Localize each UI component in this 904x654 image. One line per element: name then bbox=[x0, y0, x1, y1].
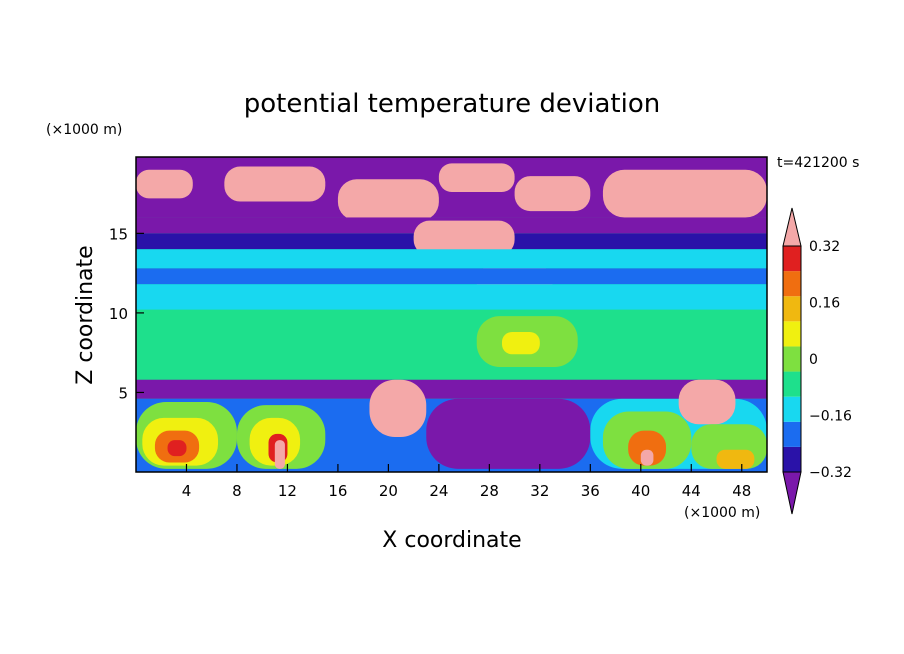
contour-field bbox=[136, 157, 767, 472]
contour-region bbox=[274, 440, 285, 469]
x-tick-label: 4 bbox=[182, 482, 192, 500]
x-tick-label: 32 bbox=[530, 482, 549, 500]
plot-frame bbox=[135, 156, 768, 473]
y-tick-label: 10 bbox=[109, 305, 128, 323]
colorbar-band bbox=[783, 296, 801, 322]
contour-region bbox=[628, 430, 667, 466]
x-axis-label: X coordinate bbox=[382, 528, 521, 553]
y-axis: 5 10 15 bbox=[109, 225, 144, 402]
contour-region bbox=[716, 449, 755, 469]
contour-region bbox=[224, 166, 326, 202]
x-tick-label: 36 bbox=[581, 482, 600, 500]
contour-region bbox=[136, 249, 767, 269]
colorbar-band bbox=[783, 321, 801, 347]
contour-region bbox=[640, 449, 654, 466]
x-tick-label: 20 bbox=[379, 482, 398, 500]
contour-region bbox=[136, 268, 767, 285]
colorbar-max-triangle bbox=[782, 207, 802, 247]
colorbar-frame bbox=[782, 245, 802, 473]
chart-title: potential temperature deviation bbox=[244, 89, 660, 119]
contour-region bbox=[501, 332, 540, 355]
contour-region bbox=[514, 176, 591, 212]
x-tick-label: 16 bbox=[328, 482, 347, 500]
contour-region bbox=[136, 309, 767, 377]
x-tick-label: 48 bbox=[732, 482, 751, 500]
contour-region bbox=[337, 179, 439, 221]
contour-region bbox=[167, 440, 187, 457]
time-label: t=421200 s bbox=[777, 155, 859, 171]
colorbar-tick-label: 0 bbox=[809, 352, 818, 368]
colorbar-tick-label: −0.32 bbox=[809, 465, 852, 481]
contour-region bbox=[136, 284, 767, 310]
y-axis-label: Z coordinate bbox=[73, 245, 98, 384]
contour-region bbox=[426, 398, 591, 469]
y-unit-label: (×1000 m) bbox=[46, 122, 122, 138]
x-unit-label: (×1000 m) bbox=[684, 505, 760, 521]
x-tick-label: 44 bbox=[682, 482, 701, 500]
contour-region bbox=[438, 163, 515, 192]
x-tick-label: 12 bbox=[278, 482, 297, 500]
y-tick-label: 5 bbox=[118, 384, 128, 402]
y-tick-label: 15 bbox=[109, 225, 128, 243]
contour-region bbox=[136, 169, 193, 199]
colorbar-band bbox=[783, 396, 801, 422]
x-tick-label: 40 bbox=[631, 482, 650, 500]
colorbar-tick-label: 0.16 bbox=[809, 296, 840, 312]
x-axis: 4 8 12 16 20 24 28 32 36 40 44 48 bbox=[182, 464, 751, 500]
colorbar-band bbox=[783, 346, 801, 372]
colorbar-tick-label: −0.16 bbox=[809, 409, 852, 425]
colorbar-band bbox=[783, 371, 801, 397]
colorbar-min-triangle bbox=[782, 471, 802, 515]
contour-region bbox=[136, 379, 767, 399]
colorbar-band bbox=[783, 421, 801, 447]
colorbar-tick-label: 0.32 bbox=[809, 239, 840, 255]
x-tick-label: 8 bbox=[232, 482, 242, 500]
colorbar-band bbox=[783, 246, 801, 272]
colorbar-band bbox=[783, 271, 801, 297]
contour-region bbox=[413, 220, 515, 256]
colorbar-band bbox=[783, 446, 801, 472]
contour-region bbox=[369, 379, 427, 437]
colorbar: 0.32 0.16 0 −0.16 −0.32 bbox=[782, 207, 852, 515]
contour-region bbox=[602, 169, 767, 218]
x-tick-label: 24 bbox=[429, 482, 448, 500]
x-tick-label: 28 bbox=[480, 482, 499, 500]
contour-region bbox=[678, 379, 736, 425]
